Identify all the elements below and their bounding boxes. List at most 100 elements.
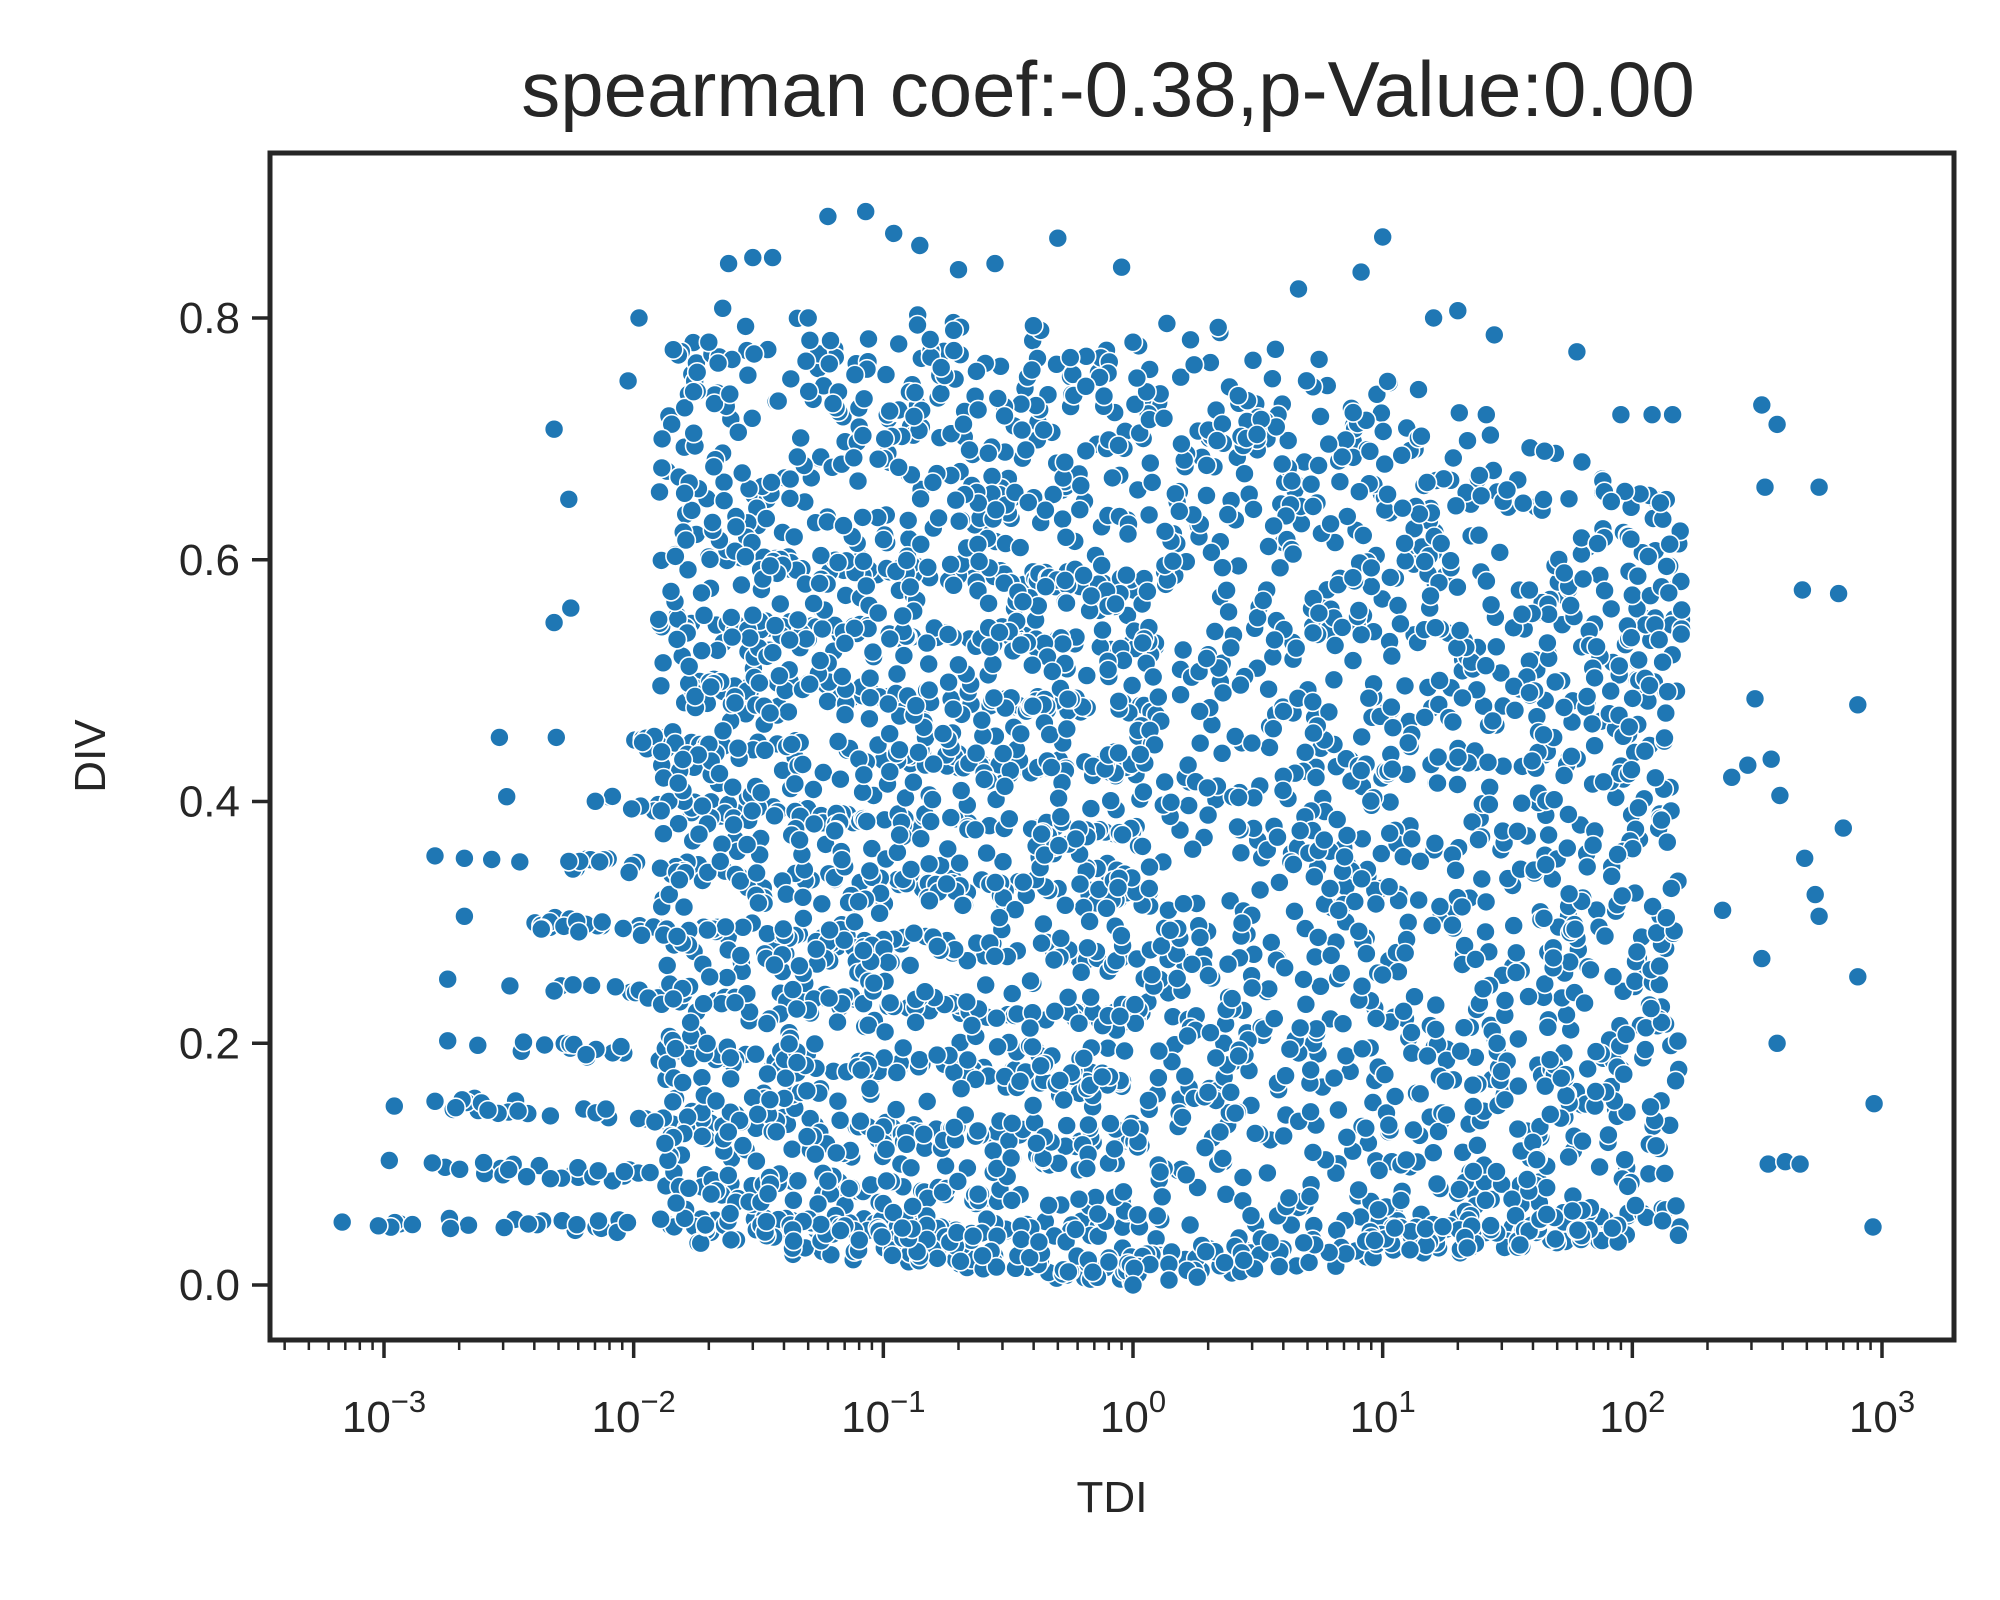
data-point: [984, 872, 1006, 893]
data-point: [1712, 899, 1733, 921]
data-point: [1414, 707, 1435, 728]
data-point: [853, 550, 874, 572]
data-point: [838, 1178, 860, 1199]
data-point: [1757, 1153, 1779, 1175]
data-point: [994, 775, 1016, 797]
data-point: [1628, 797, 1649, 819]
data-point: [1197, 1082, 1219, 1103]
data-point: [1264, 1008, 1285, 1029]
data-point: [896, 550, 918, 571]
data-point: [1430, 533, 1452, 554]
data-point: [1212, 682, 1234, 704]
data-point: [1300, 1101, 1321, 1123]
data-point: [892, 605, 914, 627]
data-point: [1342, 402, 1364, 423]
data-point: [756, 1013, 778, 1034]
y-axis-label: DIV: [66, 719, 115, 793]
data-point: [653, 823, 674, 845]
data-point: [1614, 481, 1636, 502]
data-point: [693, 993, 714, 1015]
data-point: [1543, 789, 1565, 811]
data-point: [759, 702, 781, 724]
data-point: [1147, 1205, 1168, 1227]
data-point: [757, 1183, 779, 1205]
data-point: [678, 656, 700, 677]
data-point: [449, 1159, 471, 1180]
data-point: [903, 406, 925, 427]
data-point: [735, 316, 756, 337]
data-point: [942, 698, 964, 720]
data-point: [1561, 745, 1582, 767]
data-point: [893, 645, 915, 666]
data-point: [1212, 1148, 1234, 1169]
data-point: [887, 841, 908, 863]
data-point: [454, 847, 475, 869]
data-point: [957, 1049, 979, 1071]
data-point: [1246, 424, 1268, 445]
data-point: [674, 1208, 696, 1229]
data-point: [686, 361, 708, 383]
data-point: [651, 457, 673, 479]
data-point: [1601, 491, 1622, 512]
data-point: [967, 534, 989, 555]
data-point: [1649, 955, 1670, 977]
data-point: [1445, 859, 1466, 881]
data-point: [1555, 1085, 1577, 1106]
data-point: [1177, 1025, 1198, 1047]
data-point: [918, 679, 940, 701]
data-point: [691, 1067, 713, 1088]
data-point: [1194, 1137, 1216, 1158]
data-point: [1610, 404, 1632, 426]
data-point: [1154, 771, 1175, 793]
data-point: [1197, 804, 1219, 826]
data-point: [1117, 523, 1139, 545]
data-point: [1158, 1269, 1180, 1291]
data-point: [1479, 794, 1500, 815]
data-point: [1442, 711, 1464, 733]
data-point: [1065, 1219, 1086, 1240]
data-point: [1228, 385, 1249, 407]
data-point: [886, 1062, 908, 1083]
data-point: [1021, 359, 1043, 381]
data-point: [691, 582, 712, 604]
data-point: [932, 1181, 953, 1203]
data-point: [961, 1015, 983, 1036]
data-point: [1023, 315, 1044, 337]
data-point: [1218, 601, 1239, 623]
data-point: [1486, 1161, 1507, 1182]
data-point: [928, 507, 949, 529]
data-point: [1234, 463, 1255, 485]
data-point: [1050, 806, 1072, 828]
data-point: [1504, 699, 1526, 721]
data-point: [865, 1124, 886, 1145]
data-point: [1635, 1039, 1656, 1060]
data-point: [1435, 1070, 1456, 1092]
data-point: [1272, 780, 1294, 801]
data-point: [675, 529, 697, 551]
data-point: [767, 390, 789, 412]
data-point: [1365, 893, 1387, 915]
data-point: [1098, 1251, 1120, 1273]
data-point: [1410, 850, 1431, 872]
data-point: [741, 407, 763, 429]
data-point: [1572, 1130, 1593, 1152]
data-point: [1668, 1225, 1689, 1246]
data-point: [1470, 485, 1492, 507]
data-point: [796, 1126, 818, 1147]
data-point: [727, 421, 749, 443]
data-point: [378, 1150, 400, 1171]
data-point: [916, 632, 938, 654]
data-point: [1352, 1038, 1373, 1060]
data-point: [458, 1214, 479, 1236]
data-point: [1300, 473, 1322, 495]
data-point: [1658, 582, 1680, 604]
data-point: [1076, 1158, 1098, 1179]
data-point: [1544, 671, 1566, 693]
data-point: [1551, 1067, 1572, 1089]
data-point: [1224, 1102, 1246, 1124]
data-point: [1070, 961, 1092, 983]
data-point: [1642, 896, 1663, 917]
data-point: [1475, 655, 1497, 677]
data-point: [560, 597, 582, 619]
data-point: [1847, 694, 1869, 716]
